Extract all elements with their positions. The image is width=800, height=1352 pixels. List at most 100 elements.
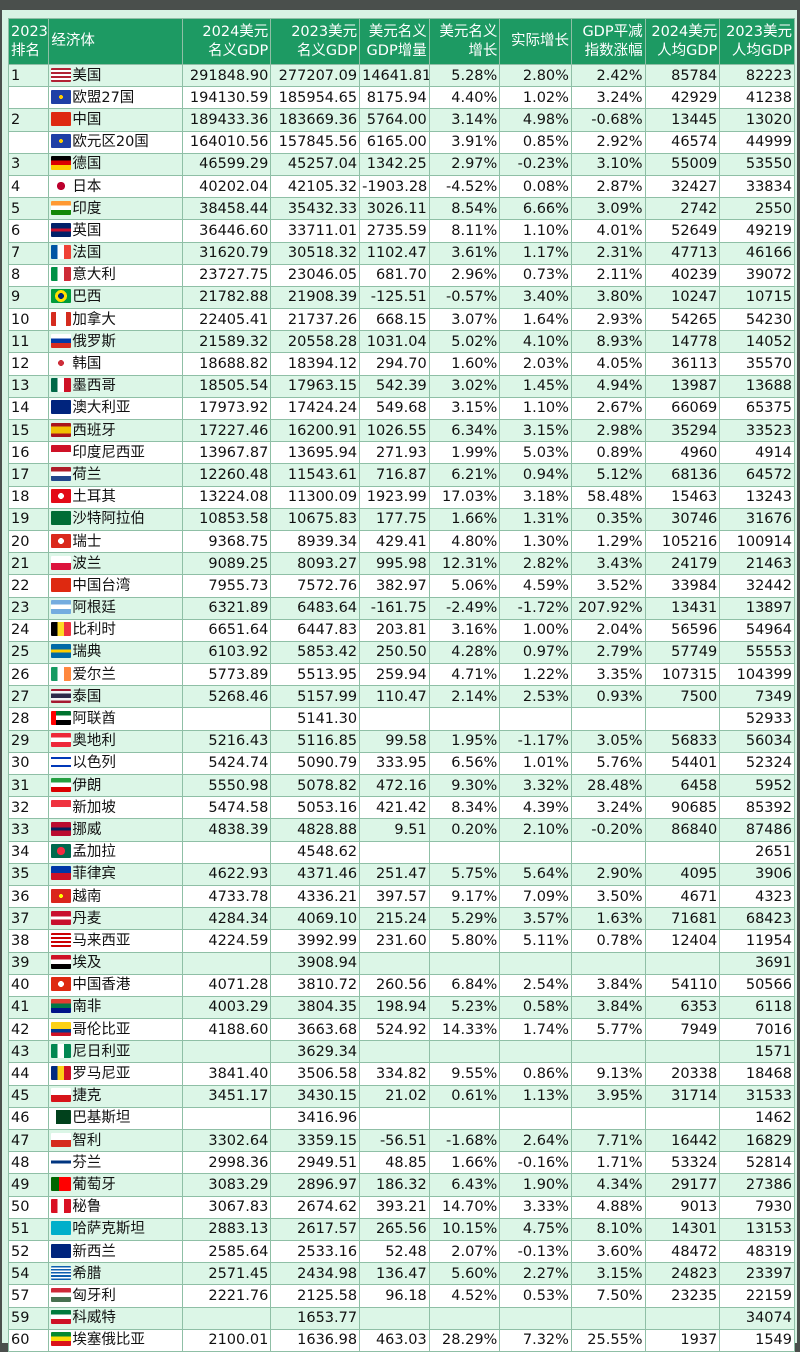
- gdp-2023-cell: 21737.26: [270, 308, 361, 332]
- real-growth-cell: 1.90%: [499, 1173, 572, 1197]
- deflator-cell: 1.71%: [570, 1151, 646, 1175]
- gdp-2023-cell: 3629.34: [270, 1040, 361, 1064]
- real-growth-cell: 0.08%: [499, 174, 572, 199]
- economy-cell: 日本: [48, 174, 183, 199]
- rank-cell: 33: [7, 818, 50, 842]
- per-capita-2023-cell: 13897: [719, 596, 795, 620]
- nominal-growth-cell: 5.80%: [428, 929, 501, 953]
- per-capita-2023-cell: 49219: [719, 219, 795, 243]
- per-capita-2024-cell: 2742: [644, 197, 721, 221]
- deflator-cell: [570, 951, 646, 975]
- economy-name: 瑞典: [72, 644, 102, 661]
- flag-ie-icon: [51, 666, 72, 681]
- rank-cell: [7, 130, 50, 154]
- deflator-cell: 3.95%: [570, 1084, 646, 1108]
- gdp-increment-cell: 668.15: [359, 308, 430, 332]
- table-row: 60 埃塞俄比亚 2100.01 1636.98 463.03 28.29% 7.32% 25…: [7, 1328, 795, 1352]
- economy-cell: 巴西: [48, 285, 183, 310]
- table-row: 28 阿联酋 5141.30 52933: [7, 707, 795, 731]
- real-growth-cell: 3.33%: [499, 1195, 572, 1219]
- rank-cell: 46: [7, 1106, 50, 1131]
- economy-cell: 俄罗斯: [48, 330, 183, 354]
- gdp-2024-cell: 4188.60: [181, 1018, 272, 1042]
- gdp-2023-cell: 8939.34: [270, 529, 361, 554]
- table-row: 23 阿根廷 6321.89 6483.64 -161.75 -2.49% -1.72% 20…: [7, 596, 795, 620]
- real-growth-cell: 3.18%: [499, 485, 572, 509]
- per-capita-2023-cell: 1462: [719, 1106, 795, 1131]
- real-growth-cell: 4.75%: [499, 1217, 572, 1241]
- gdp-increment-cell: 2735.59: [359, 219, 430, 243]
- gdp-2023-cell: 45257.04: [270, 152, 361, 176]
- gdp-2024-cell: 46599.29: [181, 152, 272, 176]
- per-capita-2023-cell: 23397: [719, 1262, 795, 1286]
- nominal-growth-cell: 5.29%: [428, 907, 501, 931]
- deflator-cell: 58.48%: [570, 485, 646, 509]
- flag-ng-icon: [51, 1043, 72, 1058]
- deflator-cell: 7.71%: [570, 1128, 646, 1153]
- gdp-2023-cell: 5053.16: [270, 796, 361, 820]
- real-growth-cell: 5.03%: [499, 441, 572, 465]
- flag-il-icon: [51, 755, 72, 770]
- header-line: 2023美元: [291, 23, 358, 40]
- gdp-2024-cell: 3067.83: [181, 1195, 272, 1219]
- deflator-cell: 0.93%: [570, 685, 646, 709]
- gdp-2024-cell: 13967.87: [181, 441, 272, 465]
- column-header-rank: 2023 排名: [7, 18, 50, 65]
- economy-name: 捷克: [72, 1088, 102, 1105]
- flag-hk-icon: [51, 977, 72, 992]
- nominal-growth-cell: 2.96%: [428, 263, 501, 287]
- deflator-cell: 2.04%: [570, 618, 646, 642]
- per-capita-2024-cell: 14778: [644, 330, 721, 354]
- gdp-increment-cell: 48.85: [359, 1151, 430, 1175]
- per-capita-2023-cell: 3906: [719, 862, 795, 886]
- table-row: 13 墨西哥 18505.54 17963.15 542.39 3.02% 1.45% 4.9…: [7, 374, 795, 398]
- economy-cell: 中国香港: [48, 973, 183, 997]
- header-line: 人均GDP: [657, 42, 718, 59]
- flag-be-icon: [51, 622, 72, 637]
- rank-cell: 29: [7, 729, 50, 753]
- flag-eu-icon: [51, 89, 72, 104]
- gdp-2024-cell: 2100.01: [181, 1328, 272, 1352]
- economy-name: 新西兰: [72, 1243, 116, 1260]
- economy-name: 孟加拉: [72, 844, 116, 861]
- table-row: 49 葡萄牙 3083.29 2896.97 186.32 6.43% 1.90% 4.34%…: [7, 1173, 795, 1197]
- column-header-real-growth: 实际增长: [499, 18, 572, 65]
- economy-name: 印度尼西亚: [72, 444, 145, 461]
- per-capita-2024-cell: 32427: [644, 174, 721, 199]
- economy-name: 新加坡: [72, 799, 116, 816]
- economy-name: 葡萄牙: [72, 1176, 116, 1193]
- nominal-growth-cell: -1.68%: [428, 1128, 501, 1153]
- economy-cell: 罗马尼亚: [48, 1062, 183, 1086]
- per-capita-2023-cell: 68423: [719, 907, 795, 931]
- gdp-2024-cell: 40202.04: [181, 174, 272, 199]
- table-row: 4 日本 40202.04 42105.32 -1903.28 -4.52% 0.08% 2.…: [7, 174, 795, 199]
- gdp-2023-cell: 5141.30: [270, 707, 361, 731]
- per-capita-2023-cell: 35570: [719, 352, 795, 376]
- per-capita-2023-cell: 100914: [719, 529, 795, 554]
- header-line: 人均GDP: [731, 42, 792, 59]
- table-row: 14 澳大利亚 17973.92 17424.24 549.68 3.15% 1.10% 2.…: [7, 396, 795, 421]
- gdp-increment-cell: 265.56: [359, 1217, 430, 1241]
- per-capita-2024-cell: [644, 1106, 721, 1131]
- nominal-growth-cell: 3.16%: [428, 618, 501, 642]
- economy-cell: 越南: [48, 884, 183, 909]
- gdp-2023-cell: 3810.72: [270, 973, 361, 997]
- nominal-growth-cell: 2.97%: [428, 152, 501, 176]
- nominal-growth-cell: 14.33%: [428, 1018, 501, 1042]
- real-growth-cell: [499, 707, 572, 731]
- per-capita-2023-cell: 52933: [719, 707, 795, 731]
- rank-cell: 38: [7, 929, 50, 953]
- economy-cell: 德国: [48, 152, 183, 176]
- economy-cell: 埃及: [48, 951, 183, 975]
- nominal-growth-cell: 1.66%: [428, 507, 501, 531]
- per-capita-2024-cell: 23235: [644, 1284, 721, 1308]
- economy-name: 智利: [72, 1132, 102, 1149]
- per-capita-2024-cell: 30746: [644, 507, 721, 531]
- flag-in-icon: [51, 200, 72, 215]
- gdp-increment-cell: 421.42: [359, 796, 430, 820]
- flag-cl-icon: [51, 1132, 72, 1147]
- gdp-2024-cell: [181, 1106, 272, 1131]
- deflator-cell: -0.20%: [570, 818, 646, 842]
- table-row: 51 哈萨克斯坦 2883.13 2617.57 265.56 10.15% 4.75% 8.…: [7, 1217, 795, 1241]
- economy-cell: 阿联酋: [48, 707, 183, 731]
